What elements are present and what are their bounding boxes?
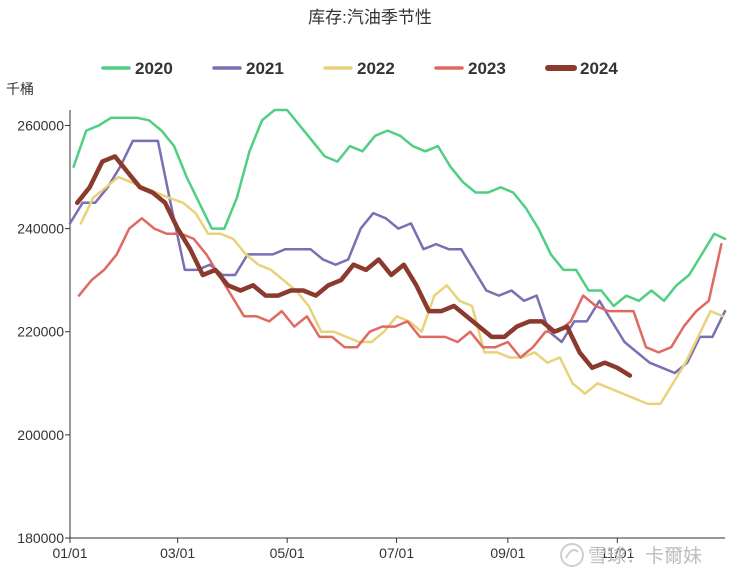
x-tick-label: 05/01 — [270, 545, 305, 561]
series-line-2023 — [77, 217, 723, 359]
y-tick-label: 240000 — [17, 221, 64, 237]
y-axis-unit: 千桶 — [6, 81, 34, 97]
chart-title: 库存:汽油季节性 — [308, 8, 432, 27]
series-line-2024 — [74, 154, 633, 378]
watermark-text: 雪球：卡爾妹 — [588, 545, 702, 567]
y-axis-ticks: 180000 200000 220000 240000 260000 — [17, 117, 70, 546]
legend-label-2024: 2024 — [580, 59, 618, 78]
watermark: 雪球：卡爾妹 — [560, 543, 702, 567]
legend-label-2023: 2023 — [468, 59, 506, 78]
x-tick-label: 03/01 — [160, 545, 195, 561]
x-tick-label: 07/01 — [379, 545, 414, 561]
x-tick-label: 11/01 — [600, 545, 634, 561]
x-tick-label: 01/01 — [52, 545, 87, 561]
series-line-2021 — [68, 139, 727, 375]
series-line-2020 — [72, 108, 727, 308]
legend-label-2022: 2022 — [357, 59, 395, 78]
x-axis-ticks: 01/01 03/01 05/01 07/01 09/01 11/01 — [52, 538, 635, 561]
y-tick-label: 180000 — [17, 530, 64, 546]
x-tick-label: 09/01 — [490, 545, 525, 561]
snowball-logo-icon — [560, 543, 584, 567]
y-tick-label: 200000 — [17, 427, 64, 443]
legend: 2020 2021 2022 2023 2024 — [101, 59, 618, 78]
y-tick-label: 260000 — [17, 117, 64, 133]
legend-label-2020: 2020 — [135, 59, 173, 78]
plot-area — [68, 108, 727, 406]
series-line-2022 — [79, 175, 725, 406]
y-tick-label: 220000 — [17, 324, 64, 340]
legend-label-2021: 2021 — [246, 59, 284, 78]
